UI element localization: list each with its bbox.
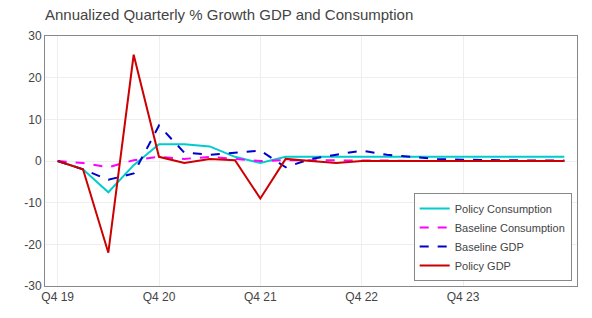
svg-text:Q4 23: Q4 23 [447, 290, 480, 304]
svg-text:Annualized Quarterly % Growth: Annualized Quarterly % Growth GDP and Co… [45, 6, 413, 23]
svg-text:Q4 21: Q4 21 [244, 290, 277, 304]
svg-text:-10: -10 [24, 196, 42, 210]
svg-text:0: 0 [35, 154, 42, 168]
svg-text:Policy Consumption: Policy Consumption [455, 203, 552, 215]
svg-text:Q4 19: Q4 19 [41, 290, 74, 304]
svg-text:Policy GDP: Policy GDP [455, 260, 511, 272]
svg-text:Q4 20: Q4 20 [143, 290, 176, 304]
svg-text:-30: -30 [24, 279, 42, 293]
svg-text:20: 20 [28, 71, 42, 85]
svg-text:Baseline Consumption: Baseline Consumption [455, 222, 565, 234]
svg-text:30: 30 [28, 29, 42, 43]
svg-text:Q4 22: Q4 22 [345, 290, 378, 304]
svg-text:-20: -20 [24, 238, 42, 252]
svg-text:10: 10 [28, 113, 42, 127]
svg-text:Baseline GDP: Baseline GDP [455, 241, 524, 253]
